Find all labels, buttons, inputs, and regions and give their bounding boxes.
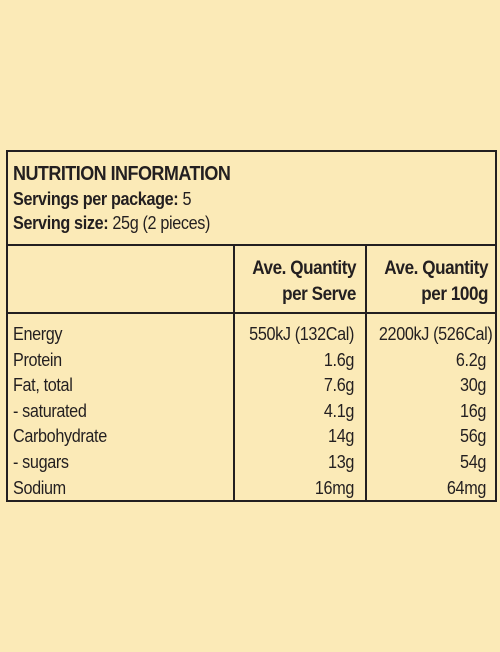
per-100g-value: 56g: [460, 426, 486, 447]
header-row-divider: [8, 312, 495, 314]
column-divider-1: [233, 244, 235, 500]
table-row: Sodium 16mg 64mg: [8, 476, 495, 502]
nutrient-name: Protein: [13, 349, 62, 370]
per-serve-value: 14g: [328, 426, 354, 447]
column-header-per-100g-line2: per 100g: [421, 284, 488, 305]
table-row: - sugars 13g 54g: [8, 450, 495, 476]
column-header-per-serve-line1: Ave. Quantity: [252, 258, 356, 279]
serving-size-label: Serving size:: [13, 213, 109, 233]
serving-size: Serving size: 25g (2 pieces): [13, 211, 447, 235]
nutrition-rows: Energy 550kJ (132Cal) 2200kJ (526Cal) Pr…: [8, 322, 495, 501]
serving-size-value: 25g (2 pieces): [112, 213, 211, 233]
per-serve-value: 7.6g: [323, 375, 354, 396]
per-serve-value: 4.1g: [323, 400, 354, 421]
nutrient-name: Sodium: [13, 477, 66, 498]
column-header-per-serve-line2: per Serve: [282, 284, 356, 305]
nutrient-name: Carbohydrate: [13, 426, 107, 447]
per-100g-value: 16g: [460, 400, 486, 421]
nutrient-name: Fat, total: [13, 375, 73, 396]
column-header-per-serve: Ave. Quantity per Serve: [235, 256, 356, 316]
nutrition-header: NUTRITION INFORMATION Servings per packa…: [8, 152, 495, 246]
servings-value: 5: [182, 189, 192, 209]
nutrition-title: NUTRITION INFORMATION: [13, 163, 231, 185]
nutrient-name: - sugars: [13, 451, 69, 472]
per-serve-value: 13g: [328, 451, 354, 472]
table-row: Carbohydrate 14g 56g: [8, 424, 495, 450]
servings-label: Servings per package:: [13, 189, 179, 209]
per-serve-value: 550kJ (132Cal): [249, 324, 354, 344]
per-100g-value: 30g: [460, 375, 486, 396]
per-100g-value: 54g: [460, 451, 486, 472]
column-header-per-100g: Ave. Quantity per 100g: [367, 256, 488, 316]
column-divider-2: [365, 244, 367, 500]
table-row: Energy 550kJ (132Cal) 2200kJ (526Cal): [8, 322, 495, 348]
per-100g-value: 2200kJ (526Cal): [378, 324, 493, 344]
per-serve-value: 1.6g: [323, 349, 354, 370]
per-100g-value: 64mg: [446, 477, 486, 498]
servings-per-package: Servings per package: 5: [13, 187, 447, 211]
table-row: Protein 1.6g 6.2g: [8, 348, 495, 374]
table-row: Fat, total 7.6g 30g: [8, 373, 495, 399]
per-100g-value: 6.2g: [455, 349, 486, 370]
nutrient-name: Energy: [13, 324, 63, 344]
nutrient-name: - saturated: [13, 400, 87, 421]
column-header-per-100g-line1: Ave. Quantity: [384, 258, 488, 279]
table-row: - saturated 4.1g 16g: [8, 399, 495, 425]
per-serve-value: 16mg: [314, 477, 354, 498]
nutrition-panel: NUTRITION INFORMATION Servings per packa…: [6, 150, 497, 502]
